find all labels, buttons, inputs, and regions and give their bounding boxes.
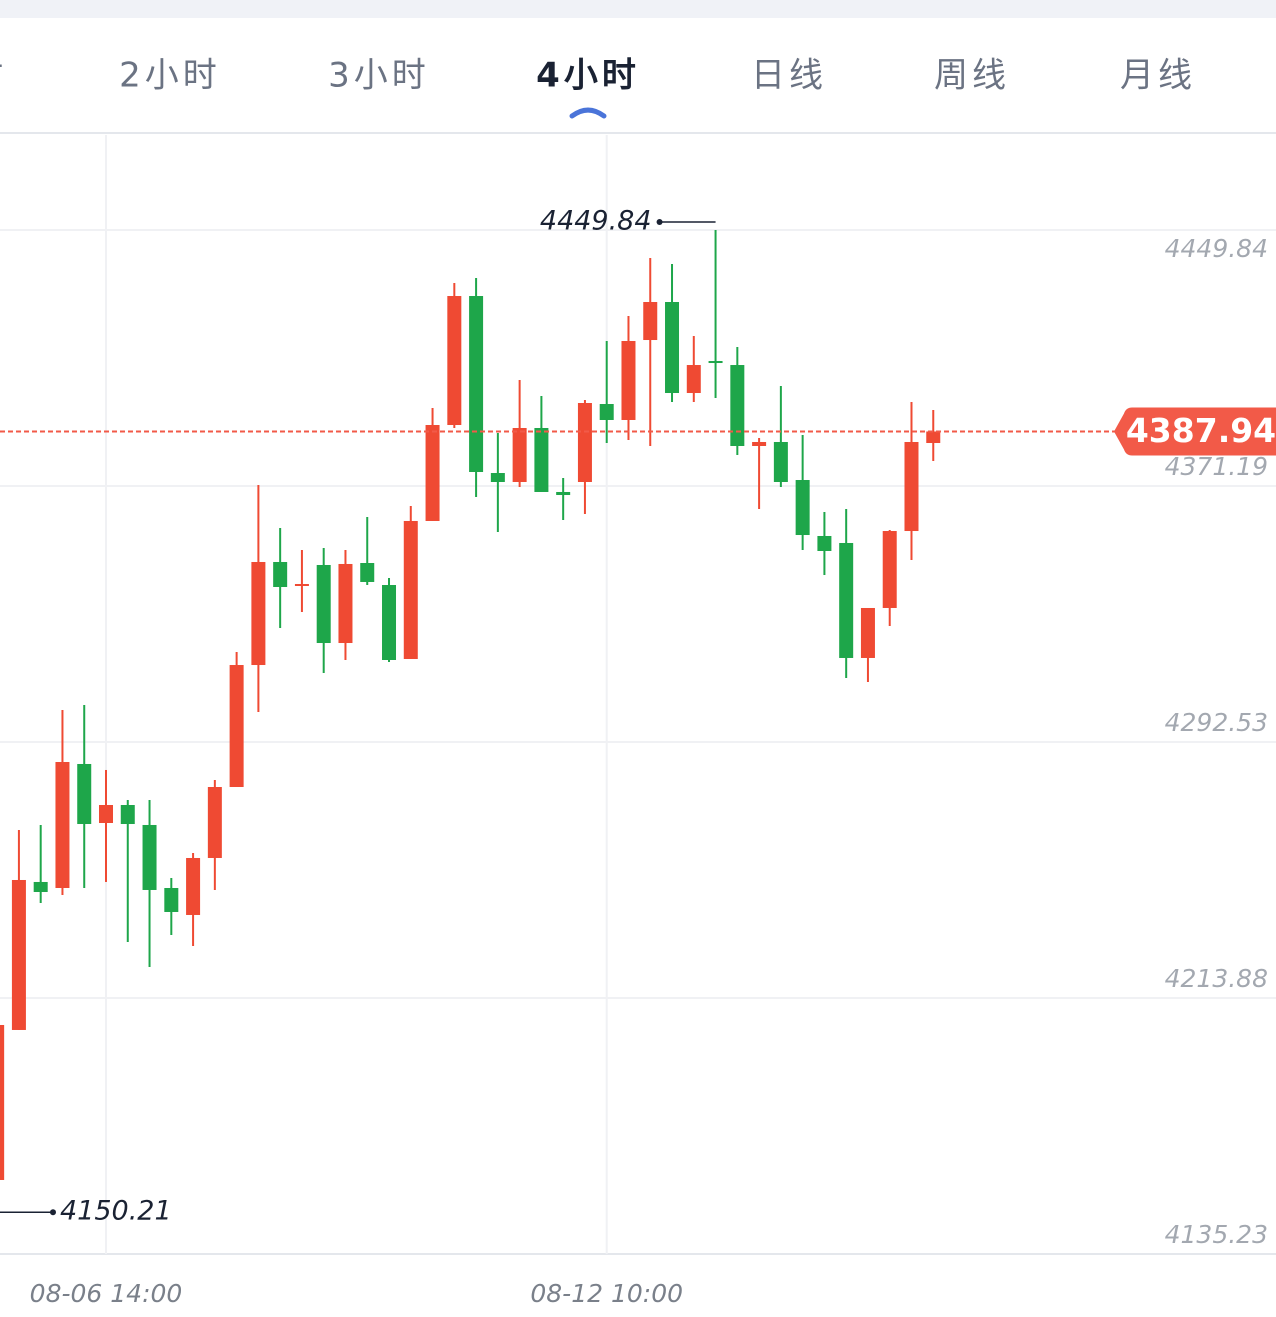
candle-body — [621, 340, 636, 420]
tab[interactable]: 2小时 — [119, 56, 221, 96]
candle-body — [229, 665, 244, 788]
y-tick-label: 4292.53 — [1165, 708, 1268, 737]
candle-body — [556, 491, 571, 496]
candle-body — [904, 441, 919, 532]
tab[interactable]: 月线 — [1120, 56, 1196, 96]
low-marker-dot — [50, 1209, 56, 1216]
high-marker-dot — [656, 219, 663, 226]
candle-body — [382, 585, 397, 660]
candle-body — [512, 427, 527, 482]
candle-body — [120, 805, 135, 825]
candle-body — [33, 881, 48, 893]
last-price-tag — [1114, 407, 1276, 456]
candle-body — [882, 531, 897, 608]
high-marker-label: 4449.84 — [540, 206, 652, 237]
candle-body — [425, 425, 440, 521]
y-tick-label: 4371.19 — [1165, 452, 1268, 481]
active-tab-indicator — [569, 107, 607, 119]
candle-body — [795, 480, 810, 536]
last-price-label: 4387.94 — [1126, 411, 1276, 450]
tab-bar — [0, 18, 1276, 132]
candle-body — [142, 824, 157, 890]
candle-body — [0, 1024, 5, 1180]
candle-body — [686, 365, 701, 394]
candle-body — [708, 361, 723, 364]
candle-body — [926, 431, 941, 444]
tab[interactable]: 时 — [0, 56, 7, 96]
candle-body — [294, 583, 309, 586]
x-tick-label: 08-12 10:00 — [530, 1279, 683, 1308]
candle-body — [534, 427, 549, 492]
tab[interactable]: 4小时 — [536, 56, 640, 96]
candle-body — [338, 563, 353, 644]
top-strip — [0, 0, 1276, 18]
candle-body — [730, 365, 745, 446]
candle-body — [773, 441, 788, 482]
tab[interactable]: 周线 — [934, 56, 1010, 96]
y-tick-label: 4213.88 — [1165, 964, 1268, 993]
candle-body — [469, 296, 484, 473]
y-tick-label: 4449.84 — [1165, 234, 1268, 263]
candle-body — [860, 607, 875, 658]
candle-body — [99, 805, 113, 823]
y-tick-label: 4135.23 — [1165, 1220, 1268, 1249]
tabs: 时 2小时 3小时 4小时 日线 周线 月线 — [0, 56, 1196, 119]
candle-body — [643, 302, 658, 341]
candle-body — [11, 879, 26, 1030]
candle-body — [316, 564, 331, 644]
candle-body — [360, 563, 375, 582]
candle-body — [251, 561, 266, 666]
candle-body — [186, 857, 201, 915]
candle-body — [599, 404, 614, 420]
x-tick-label: 08-06 14:00 — [30, 1279, 183, 1308]
candle-body — [403, 520, 418, 659]
candle-body — [577, 403, 592, 482]
candle-body — [77, 763, 92, 825]
tab[interactable]: 日线 — [751, 56, 827, 96]
candle-body — [273, 561, 288, 587]
tab[interactable]: 3小时 — [328, 56, 430, 96]
candle-body — [207, 787, 222, 858]
candle-body — [490, 473, 505, 482]
low-marker-label: 4150.21 — [60, 1196, 172, 1227]
candle-body — [447, 296, 462, 426]
candle-body — [665, 302, 680, 394]
plot: 08-06 14:00 08-12 10:00 4449.84 4150.21 4449… — [0, 135, 1276, 1308]
candle-body — [55, 762, 70, 888]
candle-body — [164, 887, 179, 912]
candle-body — [839, 542, 854, 658]
candle-body — [752, 441, 767, 446]
candle-body — [817, 535, 832, 551]
